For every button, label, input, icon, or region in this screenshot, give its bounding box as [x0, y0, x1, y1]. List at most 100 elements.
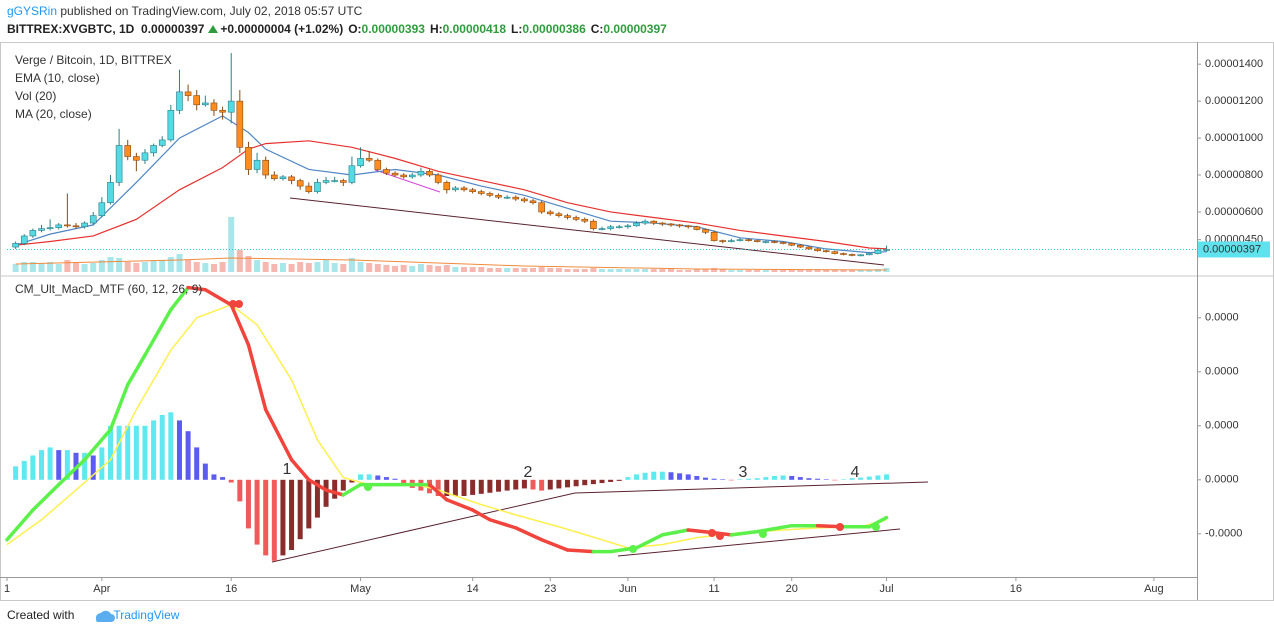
histogram-bar: [56, 450, 62, 480]
histogram-bar: [237, 479, 243, 502]
macd-line: [445, 498, 475, 512]
x-tick-label: 23: [544, 583, 556, 595]
volume-bar: [823, 270, 830, 272]
candle-body: [659, 222, 666, 225]
macd-line: [427, 482, 449, 502]
ohlc-label: C:: [590, 22, 604, 36]
volume-bar: [736, 270, 743, 272]
legend-entry: EMA (10, close): [15, 71, 100, 85]
candle-body: [728, 240, 735, 242]
volume-bar: [228, 217, 235, 272]
x-tick-label: 16: [225, 583, 237, 595]
candle-body: [357, 158, 364, 167]
volume-bar: [202, 263, 209, 272]
volume-bar: [435, 266, 442, 272]
candle-body: [348, 165, 356, 183]
macd-line: [341, 482, 363, 497]
histogram-bar: [90, 455, 96, 480]
candle-body: [29, 230, 37, 237]
candle-body: [184, 91, 192, 96]
candle-body: [736, 239, 744, 241]
volume-bar: [685, 270, 692, 272]
macd-line: [514, 526, 544, 542]
candle-body: [641, 220, 649, 224]
macd-line: [229, 303, 251, 347]
histogram-bar: [392, 478, 398, 480]
volume-bar: [254, 260, 261, 272]
macd-line: [470, 508, 492, 522]
candle-body: [555, 213, 563, 216]
y-tick-label: -0.0000: [1205, 528, 1242, 540]
candle-body: [822, 250, 830, 253]
histogram-bar: [125, 425, 131, 480]
macd-line: [729, 529, 759, 537]
volume-bar: [133, 263, 140, 272]
histogram-bar: [840, 479, 846, 480]
candle-body: [762, 241, 770, 243]
histogram-bar: [340, 479, 346, 491]
candle-body: [89, 215, 97, 224]
volume-bar: [461, 267, 468, 272]
candle-body: [546, 211, 554, 215]
histogram-bar: [599, 479, 605, 484]
volume-bar: [831, 270, 838, 272]
x-tick-label: May: [350, 583, 371, 595]
histogram-bar: [271, 479, 277, 561]
macd-line: [565, 548, 596, 554]
candle-body: [133, 156, 140, 161]
y-tick-label: 0.0000: [1205, 366, 1239, 378]
indicator-title: CM_Ult_MacD_MTF (60, 12, 26, 9): [15, 282, 202, 296]
cross-dot: [759, 530, 767, 538]
y-tick-label: 0.00001400: [1205, 58, 1263, 70]
volume-bar: [176, 254, 183, 272]
macd-line: [108, 383, 130, 432]
histogram-bar: [168, 412, 174, 480]
trendline: [617, 528, 901, 557]
candle-body: [771, 241, 778, 243]
volume-bar: [81, 264, 88, 272]
volume-bar: [185, 260, 192, 272]
candle-body: [150, 145, 157, 154]
histogram-bar: [763, 477, 769, 480]
candle-body: [288, 176, 295, 181]
histogram-bar: [228, 479, 234, 483]
logo: [95, 610, 115, 622]
candle-body: [55, 224, 63, 228]
histogram-bar: [470, 479, 476, 495]
histogram-bar: [375, 475, 381, 480]
volume-bar: [814, 270, 821, 272]
volume-bar: [29, 262, 36, 272]
candle-body: [529, 200, 537, 204]
histogram-bar: [728, 479, 734, 481]
volume-bar: [469, 267, 476, 272]
macd-line: [289, 458, 311, 482]
candle-body: [650, 220, 658, 224]
volume-bar: [331, 263, 338, 272]
up-arrow: [208, 25, 219, 33]
candle-body: [400, 174, 407, 178]
candle-body: [314, 182, 321, 192]
volume-bar: [383, 265, 390, 272]
histogram-bar: [383, 477, 389, 480]
histogram-bar: [99, 447, 105, 480]
histogram-bar: [245, 479, 251, 529]
ohlc-value: 0.00000397: [603, 22, 667, 36]
ohlc-label: O:: [348, 22, 362, 36]
macd-line: [634, 533, 665, 550]
annotation: 1: [283, 461, 292, 478]
volume-bar: [866, 270, 873, 272]
author[interactable]: gGYSRin: [7, 4, 58, 18]
volume-bar: [21, 262, 28, 272]
brand[interactable]: TradingView: [113, 608, 180, 622]
candle-body: [581, 219, 589, 222]
volume-bar: [555, 268, 562, 272]
x-tick-label: 20: [786, 583, 798, 595]
candle-body: [831, 251, 839, 254]
candle-body: [624, 225, 632, 228]
volume-bar: [478, 267, 485, 272]
histogram-bar: [625, 477, 631, 480]
candle-body: [469, 189, 476, 192]
candle-body: [460, 187, 468, 191]
trendline: [289, 197, 885, 266]
